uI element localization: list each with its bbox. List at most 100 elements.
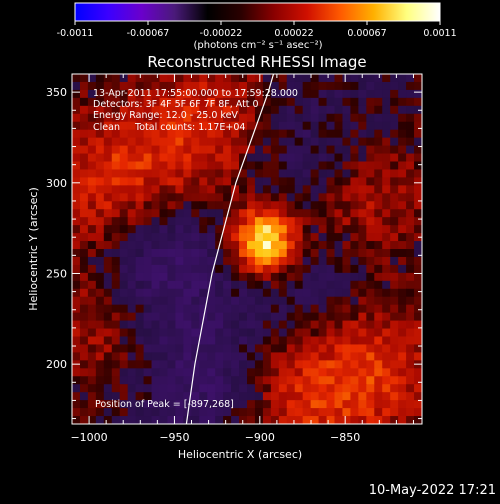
- heatmap-cell: [135, 241, 145, 250]
- heatmap-cell: [278, 288, 288, 298]
- heatmap-cell: [72, 400, 81, 409]
- heatmap-cell: [151, 89, 161, 99]
- heatmap-cell: [111, 416, 121, 424]
- heatmap-cell: [318, 81, 328, 91]
- heatmap-cell: [278, 201, 288, 210]
- heatmap-cell: [326, 113, 336, 123]
- heatmap-cell: [382, 376, 391, 385]
- heatmap-cell: [406, 352, 415, 361]
- heatmap-cell: [199, 416, 208, 424]
- heatmap-cell: [207, 344, 216, 354]
- heatmap-cell: [318, 169, 328, 179]
- heatmap-cell: [254, 241, 264, 250]
- heatmap-cell: [72, 105, 81, 115]
- heatmap-cell: [239, 193, 248, 202]
- heatmap-cell: [358, 241, 367, 250]
- heatmap-cell: [159, 193, 169, 202]
- heatmap-cell: [223, 320, 232, 330]
- heatmap-cell: [286, 145, 296, 155]
- heatmap-cell: [390, 121, 399, 131]
- heatmap-cell: [143, 105, 153, 115]
- heatmap-cell: [358, 304, 367, 314]
- heatmap-cell: [72, 336, 81, 346]
- heatmap-cell: [294, 408, 304, 417]
- heatmap-cell: [127, 169, 137, 179]
- heatmap-cell: [191, 217, 200, 226]
- heatmap-cell: [398, 193, 407, 202]
- heatmap-cell: [159, 129, 169, 139]
- heatmap-cell: [350, 201, 359, 210]
- heatmap-cell: [167, 320, 177, 330]
- heatmap-cell: [79, 233, 89, 242]
- heatmap-cell: [294, 201, 304, 210]
- heatmap-cell: [366, 264, 375, 274]
- heatmap-cell: [175, 400, 184, 409]
- heatmap-cell: [199, 336, 208, 346]
- heatmap-cell: [398, 288, 407, 298]
- heatmap-cell: [374, 217, 383, 226]
- heatmap-cell: [406, 209, 415, 218]
- heatmap-cell: [239, 209, 248, 218]
- heatmap-cell: [167, 81, 177, 91]
- heatmap-cell: [398, 81, 407, 91]
- heatmap-cell: [207, 288, 216, 298]
- heatmap-cell: [72, 320, 81, 330]
- heatmap-cell: [72, 161, 81, 171]
- heatmap-cell: [87, 153, 97, 163]
- heatmap-cell: [103, 304, 113, 314]
- heatmap-cell: [247, 209, 256, 218]
- heatmap-cell: [207, 193, 216, 202]
- heatmap-cell: [111, 225, 121, 234]
- heatmap-cell: [207, 74, 216, 83]
- peak-position-label: Position of Peak = [-897,268]: [95, 399, 234, 410]
- heatmap-cell: [223, 105, 232, 115]
- heatmap-cell: [334, 272, 344, 282]
- heatmap-cell: [135, 113, 145, 123]
- heatmap-cell: [374, 336, 383, 346]
- heatmap-cell: [143, 153, 153, 163]
- heatmap-cell: [374, 249, 383, 258]
- heatmap-cell: [254, 89, 264, 99]
- heatmap-cell: [191, 400, 200, 409]
- heatmap-cell: [111, 121, 121, 131]
- heatmap-cell: [294, 121, 304, 131]
- heatmap-cell: [231, 352, 240, 361]
- heatmap-cell: [247, 352, 256, 361]
- heatmap-cell: [366, 408, 375, 417]
- heatmap-cell: [262, 376, 272, 385]
- heatmap-cell: [310, 288, 320, 298]
- heatmap-cell: [175, 145, 184, 155]
- heatmap-cell: [390, 161, 399, 171]
- heatmap-cell: [111, 193, 121, 202]
- heatmap-cell: [87, 280, 97, 290]
- heatmap-cell: [175, 320, 184, 330]
- heatmap-cell: [215, 304, 224, 314]
- heatmap-cell: [406, 304, 415, 314]
- heatmap-cell: [159, 113, 169, 123]
- heatmap-cell: [366, 344, 375, 354]
- heatmap-cell: [87, 344, 97, 354]
- heatmap-cell: [262, 121, 272, 131]
- heatmap-cell: [398, 384, 407, 393]
- heatmap-cell: [247, 360, 256, 369]
- heatmap-cell: [262, 97, 272, 107]
- heatmap-cell: [95, 352, 105, 361]
- heatmap-cell: [398, 376, 407, 385]
- heatmap-cell: [334, 209, 344, 218]
- heatmap-cell: [398, 336, 407, 346]
- heatmap-cell: [342, 137, 352, 147]
- heatmap-cell: [382, 137, 391, 147]
- heatmap-cell: [318, 121, 328, 131]
- heatmap-cell: [358, 177, 367, 186]
- heatmap-cell: [390, 201, 399, 210]
- heatmap-cell: [183, 161, 192, 171]
- heatmap-cell: [183, 233, 192, 242]
- heatmap-cell: [326, 209, 336, 218]
- heatmap-cell: [286, 185, 296, 194]
- heatmap-cell: [302, 217, 312, 226]
- heatmap-cell: [270, 400, 280, 409]
- heatmap-cell: [390, 89, 399, 99]
- heatmap-cell: [111, 233, 121, 242]
- heatmap-cell: [79, 272, 89, 282]
